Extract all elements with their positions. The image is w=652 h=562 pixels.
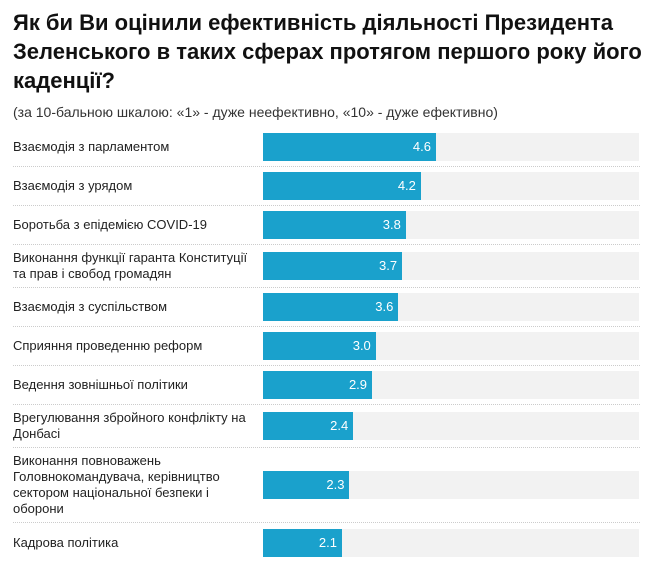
chart-subtitle: (за 10-бальною шкалою: «1» - дуже неефек… [13, 104, 498, 120]
bar: 4.6 [263, 133, 436, 161]
bar-chart: Взаємодія з парламентом 4.6 Взаємодія з ур… [13, 128, 640, 562]
category-label: Ведення зовнішньої політики [13, 377, 188, 392]
bar: 3.8 [263, 211, 406, 239]
bar-row: Взаємодія з урядом 4.2 [13, 167, 640, 206]
value-label: 3.0 [352, 338, 371, 353]
bar: 2.1 [263, 528, 342, 557]
bar-row: Виконання функції гаранта Конституції та… [13, 245, 640, 288]
value-label: 2.3 [326, 477, 345, 492]
bar-track: 2.1 [263, 528, 639, 557]
bar: 3.6 [263, 293, 399, 321]
bar-row: Ведення зовнішньої політики 2.9 [13, 366, 640, 405]
value-label: 2.9 [348, 377, 368, 392]
bar-track: 4.6 [263, 133, 639, 161]
value-label: 2.4 [330, 418, 349, 433]
bar-row: Взаємодія з суспільством 3.6 [13, 288, 640, 327]
value-label: 4.6 [412, 139, 431, 154]
bar: 4.2 [263, 172, 421, 200]
category-label: Взаємодія з суспільством [13, 299, 168, 314]
bar: 2.9 [263, 371, 373, 399]
category-label: Виконання функції гаранта Конституції та… [13, 250, 248, 281]
category-label: Виконання повноважень Головнокомандувача… [13, 453, 220, 516]
bar-row: Боротьба з епідемією COVID-19 3.8 [13, 206, 640, 245]
category-label: Боротьба з епідемією COVID-19 [13, 217, 207, 232]
bar-track: 4.2 [263, 172, 639, 200]
category-label: Кадрова політика [13, 534, 119, 550]
chart-title: Як би Ви оцінили ефективність діяльності… [13, 10, 642, 93]
bar-track: 3.6 [263, 293, 639, 321]
bar-row: Виконання повноважень Головнокомандувача… [13, 448, 640, 523]
category-label: Взаємодія з парламентом [13, 139, 170, 154]
value-label: 3.7 [379, 258, 398, 273]
bar-track: 3.8 [263, 211, 639, 239]
bar: 2.4 [263, 412, 354, 440]
bar-track: 3.7 [263, 252, 639, 280]
category-label: Взаємодія з урядом [13, 178, 133, 193]
bar-track: 2.3 [263, 471, 639, 499]
bar-row: Врегулювання збройного конфлікту на Донб… [13, 405, 640, 448]
bar-row: Кадрова політика 2.1 [13, 523, 640, 562]
bar: 3.7 [263, 252, 403, 280]
value-label: 4.2 [397, 178, 416, 193]
bar-track: 2.9 [263, 371, 639, 399]
value-label: 3.8 [382, 217, 401, 232]
bar-track: 3.0 [263, 332, 639, 360]
value-label: 2.1 [318, 534, 337, 550]
category-label: Врегулювання збройного конфлікту на Донб… [13, 410, 246, 441]
bar-row: Сприяння проведенню реформ 3.0 [13, 327, 640, 366]
bar-track: 2.4 [263, 412, 639, 440]
category-label: Сприяння проведенню реформ [13, 338, 203, 353]
bar-row: Взаємодія з парламентом 4.6 [13, 128, 640, 167]
bar: 3.0 [263, 332, 376, 360]
bar: 2.3 [263, 471, 350, 499]
value-label: 3.6 [375, 299, 394, 314]
